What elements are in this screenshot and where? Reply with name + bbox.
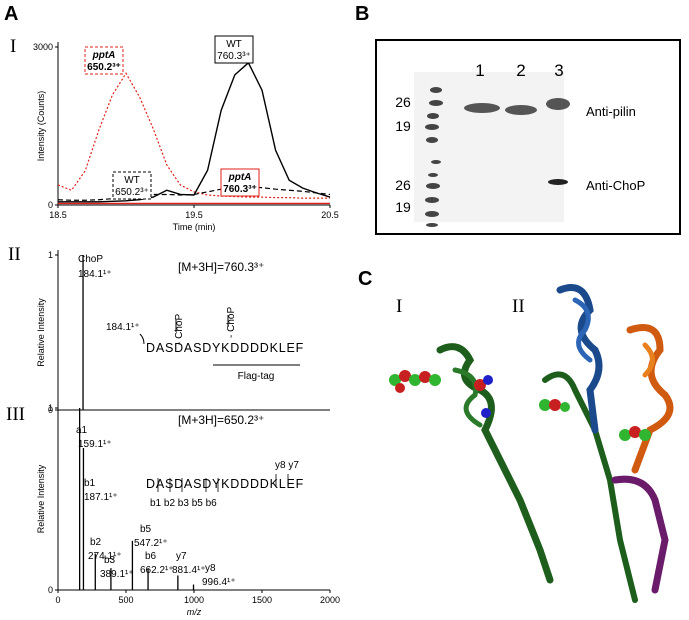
panel-label: C: [358, 268, 372, 290]
panel-label: B: [355, 3, 369, 25]
ribbon: [542, 371, 638, 603]
legend-ion: 650.2³⁺: [115, 187, 149, 198]
sequence: DASDASDYKDDDDKLEF: [146, 477, 304, 491]
marker-label: 19: [395, 118, 411, 134]
legend-ion: 760.3³⁺: [217, 51, 251, 62]
subpanel-label: III: [6, 404, 25, 425]
peak-mz: 159.1¹⁺: [78, 439, 112, 450]
y-fragments: y8 y7: [275, 460, 299, 471]
band: [548, 179, 568, 185]
antibody-label: Anti-pilin: [586, 104, 636, 119]
sequence: DASDASDYKDDDDKLEF: [146, 341, 304, 355]
marker-label: 19: [395, 199, 411, 215]
peak-mz: 389.1¹⁺: [100, 569, 134, 580]
y-axis-label: Relative Intensity: [36, 464, 46, 533]
x-tick-label: 1000: [184, 595, 204, 605]
legend-name: pptA: [92, 50, 116, 61]
loss-label: - ChoP: [174, 314, 185, 345]
peak-ion: ChoP: [78, 254, 103, 265]
y-tick-label: 0: [48, 200, 53, 210]
y-axis-label: Relative Intensity: [36, 298, 46, 367]
precursor: [M+3H]=760.3³⁺: [178, 260, 264, 274]
lane-label: 2: [516, 61, 525, 80]
series-line: [57, 72, 330, 199]
ribbon: [626, 324, 674, 474]
peak-ion: b3: [104, 555, 116, 566]
legend-ion: 760.3³⁺: [223, 184, 257, 195]
band: [546, 98, 570, 110]
subpanel-label: I: [10, 36, 16, 57]
peak-ion: b6: [145, 551, 157, 562]
marker-label: 26: [395, 177, 411, 193]
x-tick-label: 1500: [252, 595, 272, 605]
peak-ion: a1: [76, 425, 88, 436]
marker-label: 26: [395, 94, 411, 110]
y-axis-label: Intensity (Counts): [36, 91, 46, 162]
lane-label: 3: [554, 61, 563, 80]
legend-name: WT: [124, 175, 140, 186]
ribbon: [452, 367, 483, 428]
y-tick-label: 1: [48, 403, 53, 413]
antibody-label: Anti-ChoP: [586, 178, 645, 193]
precursor: [M+3H]=650.2³⁺: [178, 413, 264, 427]
x-tick-label: 500: [118, 595, 133, 605]
fragment: 184.1¹⁺: [106, 322, 140, 333]
legend-name: pptA: [228, 172, 252, 183]
ribbon: [611, 475, 669, 594]
peak-mz: 187.1¹⁺: [84, 492, 118, 503]
legend-ion: 650.2³⁺: [87, 62, 121, 73]
subpanel-label: II: [8, 244, 21, 265]
panel-label: A: [4, 3, 18, 25]
y-tick-label: 0: [48, 585, 53, 595]
x-tick-label: 2000: [320, 595, 340, 605]
ladder: [425, 87, 443, 227]
x-axis-label: m/z: [187, 607, 202, 617]
structures: [389, 284, 674, 603]
ribbon: [642, 342, 655, 378]
peak-mz: 547.2¹⁺: [134, 538, 168, 549]
legend-box: [84, 46, 124, 75]
series-line: [57, 186, 331, 201]
cleavage-marks: [157, 474, 289, 492]
x-axis-label: Time (min): [173, 222, 216, 232]
loss-label: - ChoP: [226, 307, 237, 338]
peak-ion: b1: [84, 478, 96, 489]
subpanel-label: II: [512, 296, 525, 317]
x-tick-label: 20.5: [321, 210, 339, 220]
peak-mz: 996.4¹⁺: [202, 577, 236, 588]
peak-ion: y8: [205, 563, 216, 574]
subpanel-label: I: [396, 296, 402, 317]
tag-label: Flag-tag: [238, 371, 275, 382]
lane-label: 1: [475, 61, 484, 80]
band: [505, 105, 537, 115]
peak-ion: y7: [176, 551, 187, 562]
legend-name: WT: [226, 39, 242, 50]
series-line: [58, 61, 331, 203]
y-tick-label: 3000: [33, 42, 53, 52]
gel: [375, 39, 681, 235]
b-fragments: b1 b2 b3 b5 b6: [150, 498, 217, 509]
legend-box: [214, 35, 254, 64]
x-tick-label: 18.5: [49, 210, 67, 220]
bracket: [139, 315, 229, 345]
y-tick-label: 1: [48, 250, 53, 260]
y-tick-label: 0: [48, 405, 53, 415]
peak-ion: b5: [140, 524, 152, 535]
band: [464, 103, 500, 113]
ribbon: [436, 343, 554, 584]
gel-bg: [414, 72, 564, 222]
peak-mz: 662.2¹⁺: [140, 565, 174, 576]
x-tick-label: 0: [55, 595, 60, 605]
ribbon: [572, 297, 593, 363]
x-tick-label: 19.5: [185, 210, 203, 220]
peak-mz: 184.1¹⁺: [78, 269, 112, 280]
peak-mz: 881.4¹⁺: [172, 565, 206, 576]
spheres: [389, 370, 651, 441]
peak-mz: 274.1¹⁺: [88, 551, 122, 562]
legend-box: [220, 168, 260, 197]
peak-ion: b2: [90, 537, 102, 548]
legend-box: [112, 171, 152, 200]
